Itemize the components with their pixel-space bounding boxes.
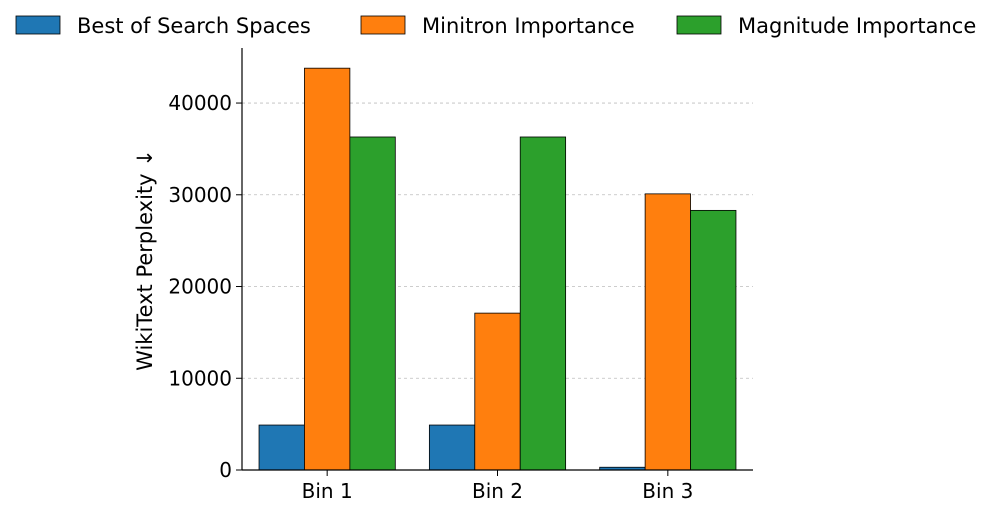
bar: [304, 67, 351, 471]
bar: [258, 424, 305, 471]
bar: [428, 424, 476, 471]
y-tick-label: 40000: [168, 91, 232, 115]
bar: [519, 136, 567, 471]
y-tick-label: 0: [219, 458, 232, 482]
legend-swatch: [360, 15, 406, 35]
bar: [474, 312, 521, 471]
y-axis-label: WikiText Perplexity ↓: [133, 149, 157, 371]
legend-swatch: [676, 15, 722, 35]
x-tick-label: Bin 1: [302, 479, 353, 503]
legend: Best of Search Spaces Minitron Importance…: [15, 14, 976, 38]
x-tick-label: Bin 2: [472, 479, 523, 503]
legend-label: Minitron Importance: [422, 14, 635, 38]
y-tick-label: 10000: [168, 366, 232, 390]
bars: [258, 67, 737, 471]
y-tick-label: 30000: [168, 183, 232, 207]
bar: [690, 209, 737, 471]
bar: [644, 193, 691, 471]
y-tick-label: 20000: [168, 275, 232, 299]
x-tick-label: Bin 3: [642, 479, 693, 503]
legend-label: Magnitude Importance: [738, 14, 976, 38]
bar: [349, 136, 396, 471]
y-ticks: 0 10000 20000 30000 40000: [168, 91, 242, 482]
legend-swatch: [15, 15, 61, 35]
legend-label: Best of Search Spaces: [77, 14, 311, 38]
x-ticks: Bin 1 Bin 2 Bin 3: [302, 470, 693, 503]
